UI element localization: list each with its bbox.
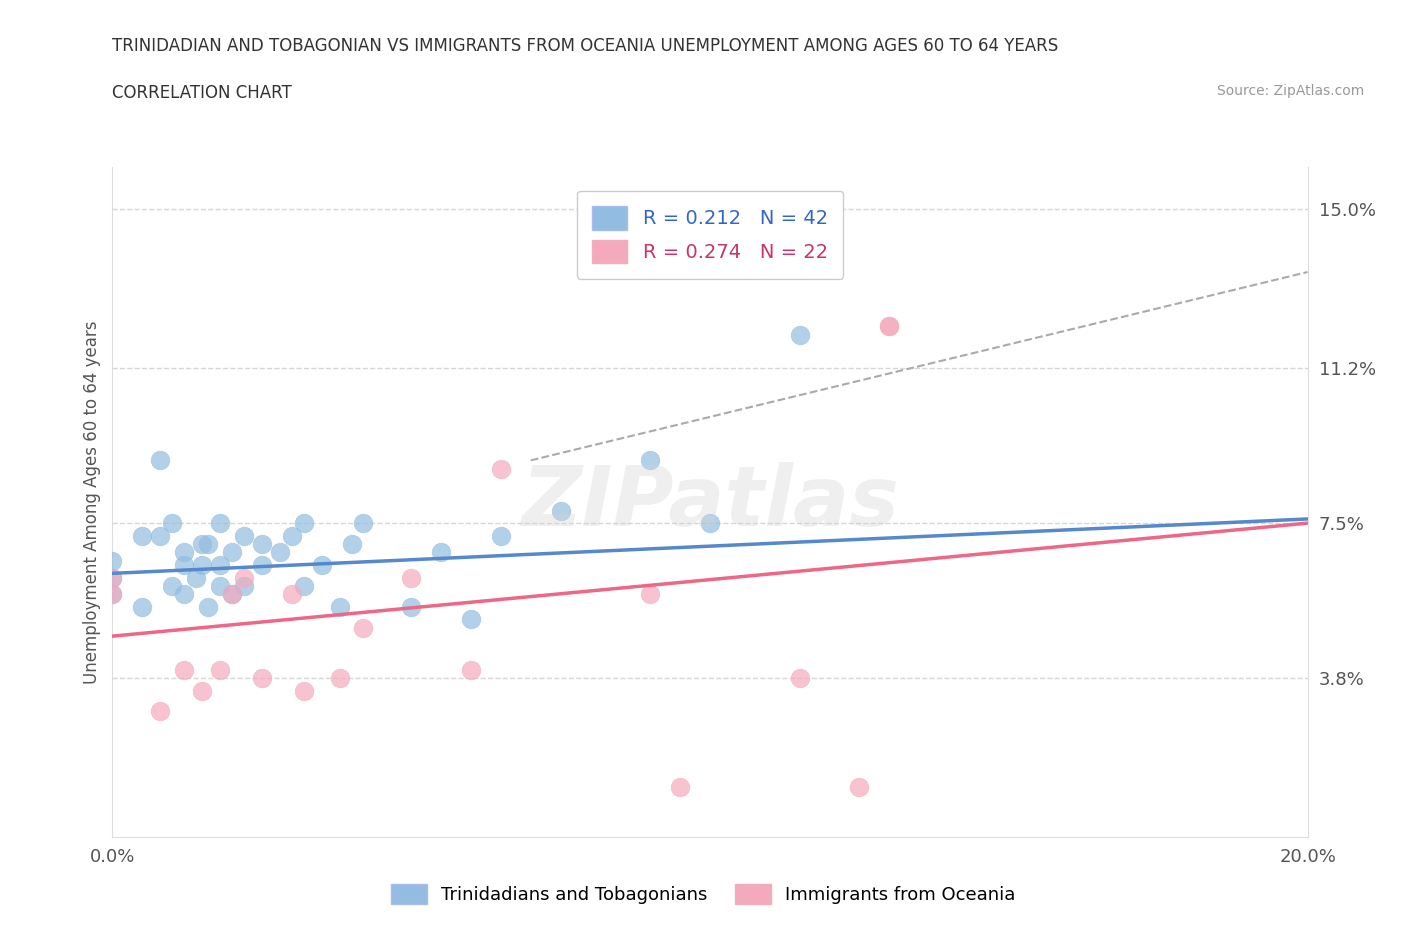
Point — [460, 662, 482, 677]
Point — [208, 662, 231, 677]
Point — [789, 671, 811, 685]
Point — [162, 516, 183, 531]
Point — [173, 545, 195, 560]
Point — [186, 570, 208, 585]
Point — [101, 570, 124, 585]
Point — [173, 558, 195, 573]
Point — [638, 587, 662, 602]
Point — [191, 683, 214, 698]
Point — [191, 558, 214, 573]
Point — [328, 671, 352, 685]
Point — [699, 516, 721, 531]
Point — [328, 600, 352, 615]
Point — [789, 327, 811, 342]
Point — [292, 683, 315, 698]
Text: ZIPatlas: ZIPatlas — [522, 461, 898, 543]
Point — [101, 570, 124, 585]
Point — [208, 578, 231, 593]
Point — [250, 558, 273, 573]
Point — [669, 779, 692, 794]
Point — [292, 516, 315, 531]
Point — [489, 528, 512, 543]
Point — [232, 528, 256, 543]
Point — [101, 587, 124, 602]
Point — [848, 779, 870, 794]
Point — [281, 528, 304, 543]
Text: CORRELATION CHART: CORRELATION CHART — [112, 84, 292, 101]
Y-axis label: Unemployment Among Ages 60 to 64 years: Unemployment Among Ages 60 to 64 years — [83, 321, 101, 684]
Point — [197, 600, 219, 615]
Point — [149, 528, 172, 543]
Point — [311, 558, 333, 573]
Point — [250, 537, 273, 551]
Point — [221, 545, 243, 560]
Point — [208, 558, 231, 573]
Point — [221, 587, 243, 602]
Point — [269, 545, 291, 560]
Point — [149, 453, 172, 468]
Point — [401, 570, 423, 585]
Point — [101, 553, 124, 568]
Point — [191, 537, 214, 551]
Point — [131, 528, 153, 543]
Point — [401, 600, 423, 615]
Point — [162, 578, 183, 593]
Point — [489, 461, 512, 476]
Point — [550, 503, 572, 518]
Point — [352, 620, 374, 635]
Point — [877, 319, 901, 334]
Point — [460, 612, 482, 627]
Point — [877, 319, 901, 334]
Point — [340, 537, 363, 551]
Point — [292, 578, 315, 593]
Text: Source: ZipAtlas.com: Source: ZipAtlas.com — [1216, 84, 1364, 98]
Legend: R = 0.212   N = 42, R = 0.274   N = 22: R = 0.212 N = 42, R = 0.274 N = 22 — [576, 191, 844, 279]
Point — [430, 545, 453, 560]
Point — [208, 516, 231, 531]
Point — [250, 671, 273, 685]
Point — [173, 662, 195, 677]
Point — [101, 587, 124, 602]
Text: TRINIDADIAN AND TOBAGONIAN VS IMMIGRANTS FROM OCEANIA UNEMPLOYMENT AMONG AGES 60: TRINIDADIAN AND TOBAGONIAN VS IMMIGRANTS… — [112, 37, 1059, 55]
Point — [638, 453, 662, 468]
Point — [221, 587, 243, 602]
Point — [281, 587, 304, 602]
Point — [232, 570, 256, 585]
Point — [173, 587, 195, 602]
Legend: Trinidadians and Tobagonians, Immigrants from Oceania: Trinidadians and Tobagonians, Immigrants… — [384, 876, 1022, 911]
Point — [131, 600, 153, 615]
Point — [352, 516, 374, 531]
Point — [149, 704, 172, 719]
Point — [232, 578, 256, 593]
Point — [197, 537, 219, 551]
